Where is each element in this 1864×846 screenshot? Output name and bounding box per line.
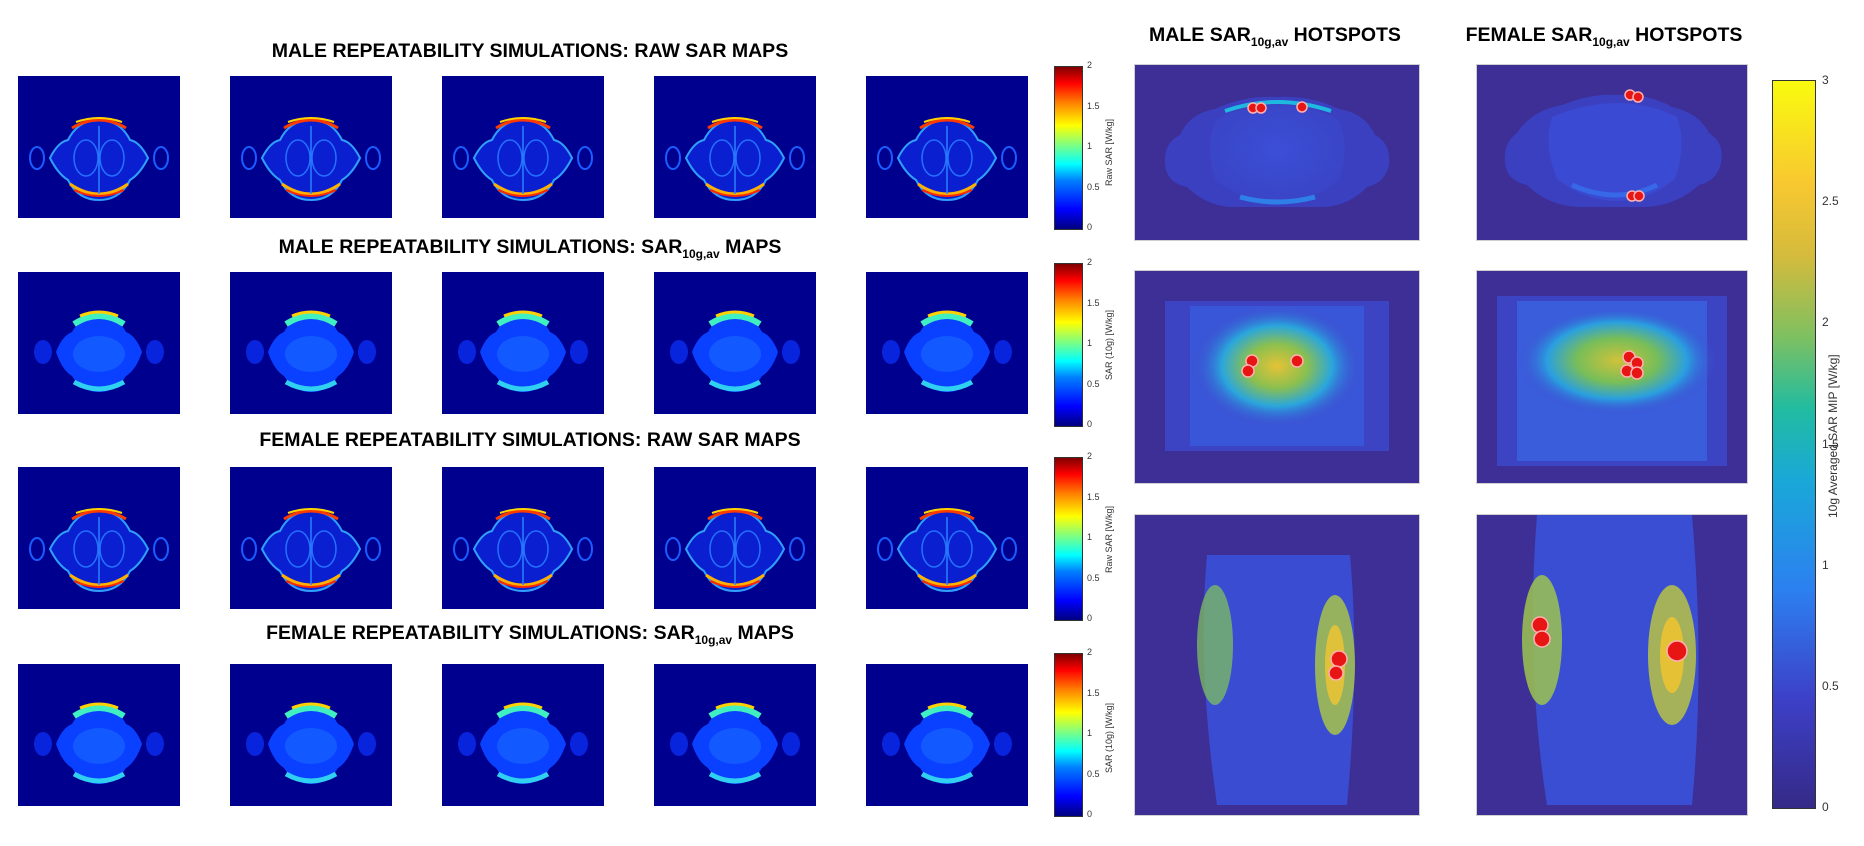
row4-map-4 xyxy=(654,664,816,806)
row2-colorbar-tick: 1.5 xyxy=(1087,297,1100,308)
row4-map-2 xyxy=(230,664,392,806)
female-mip-sagittal xyxy=(1476,514,1748,816)
row3-map-3 xyxy=(442,467,604,609)
row3-colorbar-tick: 1.5 xyxy=(1087,491,1100,502)
row3-title: FEMALE REPEATABILITY SIMULATIONS: RAW SA… xyxy=(259,429,801,451)
row3-colorbar-tick: 0.5 xyxy=(1087,572,1100,583)
row2-colorbar-tick: 1 xyxy=(1087,338,1093,348)
row4-colorbar-label: SAR (10g) [W/kg] xyxy=(1104,702,1114,773)
row2-map-1 xyxy=(18,272,180,414)
row4-map-1 xyxy=(18,664,180,806)
mip-colorbar-tick: 2.5 xyxy=(1822,194,1839,209)
row3-map-4 xyxy=(654,467,816,609)
mip-colorbar-tick: 1.5 xyxy=(1822,436,1839,451)
row4-colorbar xyxy=(1054,653,1083,817)
row2-colorbar-tick: 0.5 xyxy=(1087,378,1100,389)
row1-map-3 xyxy=(442,76,604,218)
row2-map-2 xyxy=(230,272,392,414)
row4-title: FEMALE REPEATABILITY SIMULATIONS: SAR10g… xyxy=(266,622,794,647)
row2-map-4 xyxy=(654,272,816,414)
row3-map-5 xyxy=(866,467,1028,609)
male-hotspots-title: MALE SAR10g,av HOTSPOTS xyxy=(1149,24,1401,49)
row2-colorbar-label: SAR (10g) [W/kg] xyxy=(1104,309,1114,380)
row1-map-1 xyxy=(18,76,180,218)
row1-title: MALE REPEATABILITY SIMULATIONS: RAW SAR … xyxy=(271,40,789,62)
row4-colorbar-tick: 1 xyxy=(1087,728,1093,738)
row1-colorbar-tick: 1.5 xyxy=(1087,100,1100,111)
row1-map-5 xyxy=(866,76,1028,218)
mip-colorbar-label: 10g Averaged SAR MIP [W/kg] xyxy=(1826,354,1840,518)
row4-colorbar-tick: 0.5 xyxy=(1087,768,1100,779)
row4-colorbar-tick: 1.5 xyxy=(1087,687,1100,698)
row4-map-3 xyxy=(442,664,604,806)
row3-colorbar-tick: 1 xyxy=(1087,532,1093,542)
row3-colorbar-label: Raw SAR [W/kg] xyxy=(1104,505,1114,573)
row1-map-2 xyxy=(230,76,392,218)
row2-map-5 xyxy=(866,272,1028,414)
row1-colorbar-label: Raw SAR [W/kg] xyxy=(1104,118,1114,186)
female-mip-coronal xyxy=(1476,270,1748,484)
row3-colorbar xyxy=(1054,457,1083,621)
male-mip-coronal xyxy=(1134,270,1420,484)
mip-colorbar-tick: 2 xyxy=(1822,315,1829,330)
mip-colorbar-tick: 3 xyxy=(1822,73,1829,87)
row1-colorbar-tick: 0.5 xyxy=(1087,181,1100,192)
row1-map-4 xyxy=(654,76,816,218)
row1-colorbar xyxy=(1054,66,1083,230)
row2-colorbar-tick: 0 xyxy=(1087,419,1093,429)
row3-map-2 xyxy=(230,467,392,609)
row1-colorbar-tick: 1 xyxy=(1087,141,1093,151)
mip-colorbar-tick: 1 xyxy=(1822,557,1829,572)
row3-map-1 xyxy=(18,467,180,609)
male-mip-axial xyxy=(1134,64,1420,241)
row4-colorbar-tick: 0 xyxy=(1087,809,1093,819)
row2-colorbar-tick: 2 xyxy=(1087,257,1093,267)
female-hotspots-title: FEMALE SAR10g,av HOTSPOTS xyxy=(1465,24,1743,49)
row2-title: MALE REPEATABILITY SIMULATIONS: SAR10g,a… xyxy=(278,236,782,261)
mip-colorbar-tick: 0 xyxy=(1822,800,1829,814)
row2-colorbar xyxy=(1054,263,1083,427)
male-mip-sagittal xyxy=(1134,514,1420,816)
row1-colorbar-tick: 2 xyxy=(1087,60,1093,70)
row3-colorbar-tick: 0 xyxy=(1087,613,1093,623)
row4-map-5 xyxy=(866,664,1028,806)
row2-map-3 xyxy=(442,272,604,414)
female-mip-axial xyxy=(1476,64,1748,241)
mip-colorbar-tick: 0.5 xyxy=(1822,678,1839,693)
row3-colorbar-tick: 2 xyxy=(1087,451,1093,461)
row1-colorbar-tick: 0 xyxy=(1087,222,1093,232)
mip-colorbar xyxy=(1772,80,1816,809)
row4-colorbar-tick: 2 xyxy=(1087,647,1093,657)
